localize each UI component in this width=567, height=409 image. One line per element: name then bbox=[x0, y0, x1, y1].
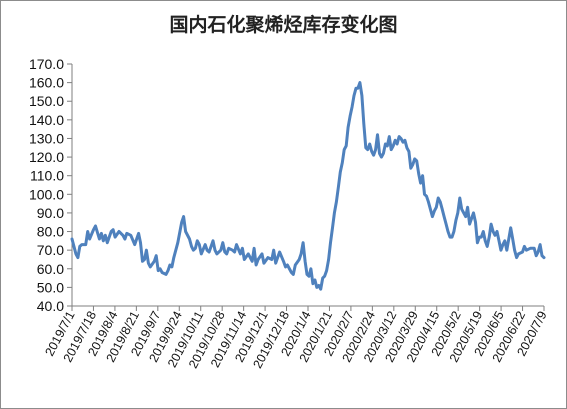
y-tick-label: 130.0 bbox=[29, 130, 64, 146]
y-tick-label: 140.0 bbox=[29, 112, 64, 128]
y-tick-label: 40.0 bbox=[37, 298, 64, 314]
y-tick-label: 120.0 bbox=[29, 149, 64, 165]
x-axis: 2019/7/12019/7/182019/8/42019/8/212019/9… bbox=[42, 305, 550, 371]
y-tick-label: 70.0 bbox=[37, 242, 64, 258]
y-tick-label: 110.0 bbox=[30, 168, 64, 184]
series-line bbox=[70, 81, 546, 291]
series-layer bbox=[70, 81, 546, 291]
y-tick-label: 170.0 bbox=[29, 56, 64, 72]
y-tick-label: 90.0 bbox=[37, 205, 64, 221]
y-tick-label: 160.0 bbox=[29, 75, 64, 91]
y-tick-label: 60.0 bbox=[37, 261, 64, 277]
y-axis: 40.0 50.0 60.0 70.0 80.0 90.0 100.0 110.0 120.0 1… bbox=[29, 56, 73, 314]
y-tick-label: 100.0 bbox=[29, 186, 64, 202]
y-tick-label: 80.0 bbox=[37, 224, 64, 240]
y-tick-label: 150.0 bbox=[29, 93, 64, 109]
y-tick-label: 50.0 bbox=[37, 279, 64, 295]
chart-title: 国内石化聚烯烃库存变化图 bbox=[169, 14, 398, 36]
